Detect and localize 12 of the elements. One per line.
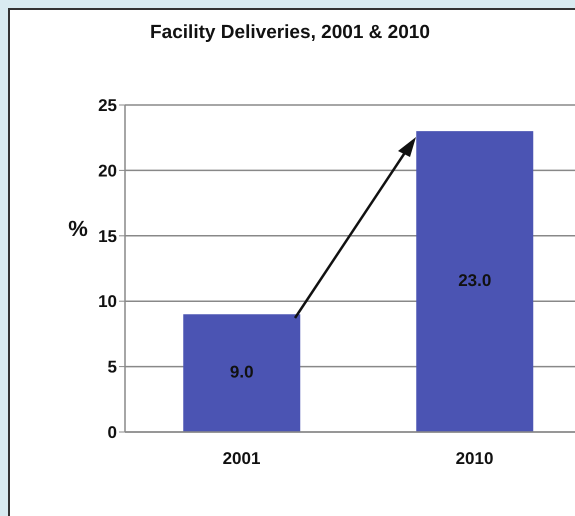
y-tick-label: 10 <box>98 292 117 312</box>
data-label: 9.0 <box>230 362 254 382</box>
chart-title: Facility Deliveries, 2001 & 2010 <box>149 22 431 44</box>
x-tick-label: 2010 <box>456 449 494 468</box>
y-tick-label: 5 <box>108 358 117 377</box>
y-tick-label: 25 <box>98 96 117 116</box>
y-axis-title: % <box>68 216 88 241</box>
y-tick-label: 0 <box>108 423 117 442</box>
y-tick-label: 15 <box>98 226 117 246</box>
y-tick-label: 20 <box>98 161 117 180</box>
x-tick-label: 2001 <box>222 449 260 468</box>
data-label: 23.0 <box>458 271 492 290</box>
